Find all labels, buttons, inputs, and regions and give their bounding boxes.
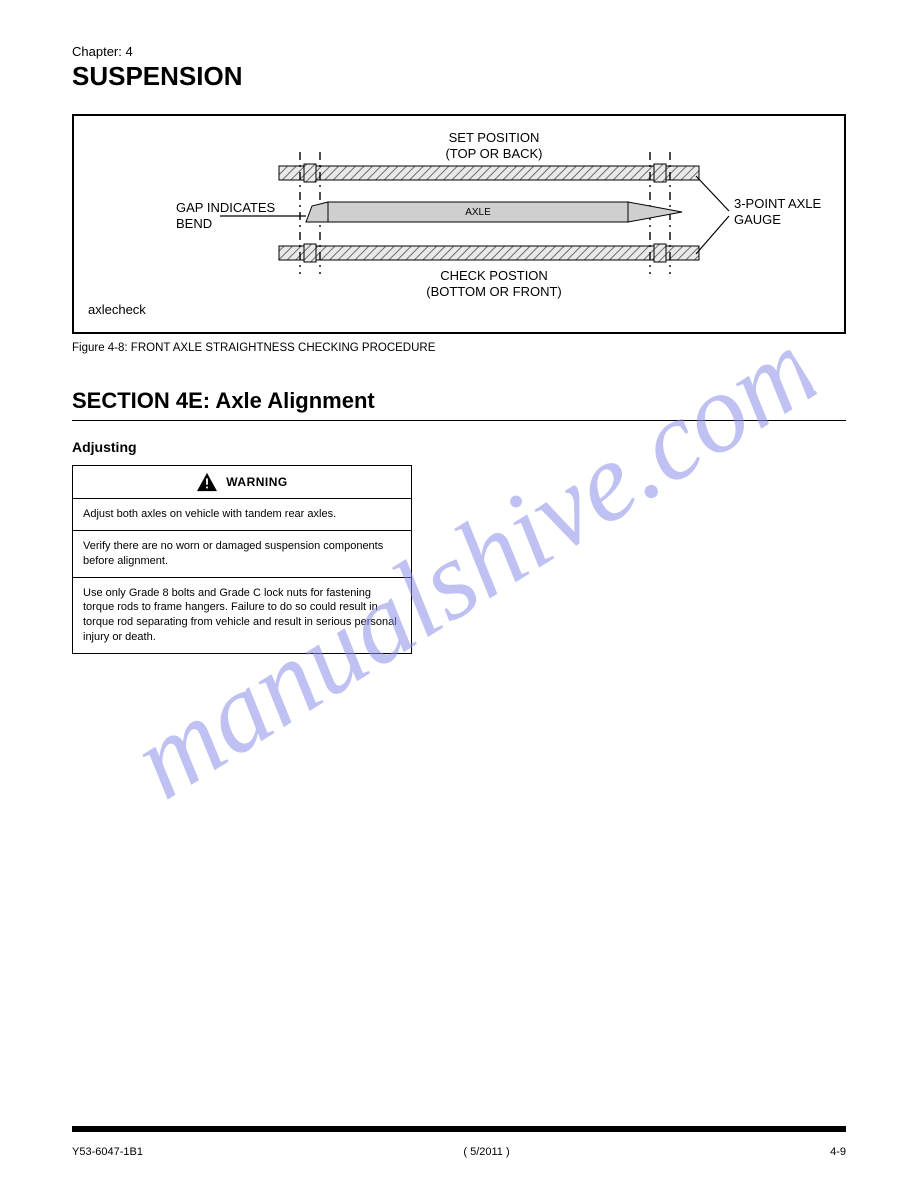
bottom-gauge-collar-right xyxy=(654,244,666,262)
label-gauge-1: 3-POINT AXLE xyxy=(734,196,822,211)
label-check-2: (BOTTOM OR FRONT) xyxy=(426,284,562,299)
footer-left: Y53-6047-1B1 xyxy=(72,1146,143,1158)
section-title: SECTION 4E: Axle Alignment xyxy=(72,388,846,414)
label-axlecheck: axlecheck xyxy=(88,302,146,317)
label-set-position-1: SET POSITION xyxy=(449,130,540,145)
bottom-gauge-bar xyxy=(279,246,699,260)
warning-box: WARNING Adjust both axles on vehicle wit… xyxy=(72,465,412,654)
page-footer: Y53-6047-1B1 ( 5/2011 ) 4-9 xyxy=(72,1146,846,1158)
axle-check-figure: SET POSITION (TOP OR BACK) xyxy=(72,114,846,334)
footer-center: ( 5/2011 ) xyxy=(463,1146,509,1158)
warning-title: WARNING xyxy=(226,475,288,489)
footer-rule xyxy=(72,1126,846,1132)
axle-label: AXLE xyxy=(465,207,491,218)
warning-header: WARNING xyxy=(73,466,411,499)
leader-gauge-top xyxy=(696,176,729,211)
chapter-label: Chapter: 4 xyxy=(72,44,846,59)
figure-caption: Figure 4-8: FRONT AXLE STRAIGHTNESS CHEC… xyxy=(72,342,846,354)
label-gap-1: GAP INDICATES xyxy=(176,200,276,215)
footer-right: 4-9 xyxy=(830,1146,846,1158)
warning-icon xyxy=(196,472,218,492)
warning-cell-1: Adjust both axles on vehicle with tandem… xyxy=(73,499,411,531)
axle-shape xyxy=(306,202,682,222)
warning-cell-3: Use only Grade 8 bolts and Grade C lock … xyxy=(73,578,411,653)
leader-gauge-bottom xyxy=(696,216,729,254)
label-check-1: CHECK POSTION xyxy=(440,268,548,283)
top-gauge-collar-right xyxy=(654,164,666,182)
warning-cell-2: Verify there are no worn or damaged susp… xyxy=(73,531,411,578)
section-rule xyxy=(72,420,846,421)
label-gap-2: BEND xyxy=(176,216,212,231)
label-gauge-2: GAUGE xyxy=(734,212,781,227)
top-gauge-collar-left xyxy=(304,164,316,182)
bottom-gauge-collar-left xyxy=(304,244,316,262)
subhead-adjusting: Adjusting xyxy=(72,439,846,455)
label-set-position-2: (TOP OR BACK) xyxy=(445,146,542,161)
page-title: SUSPENSION xyxy=(72,61,846,92)
top-gauge-bar xyxy=(279,166,699,180)
